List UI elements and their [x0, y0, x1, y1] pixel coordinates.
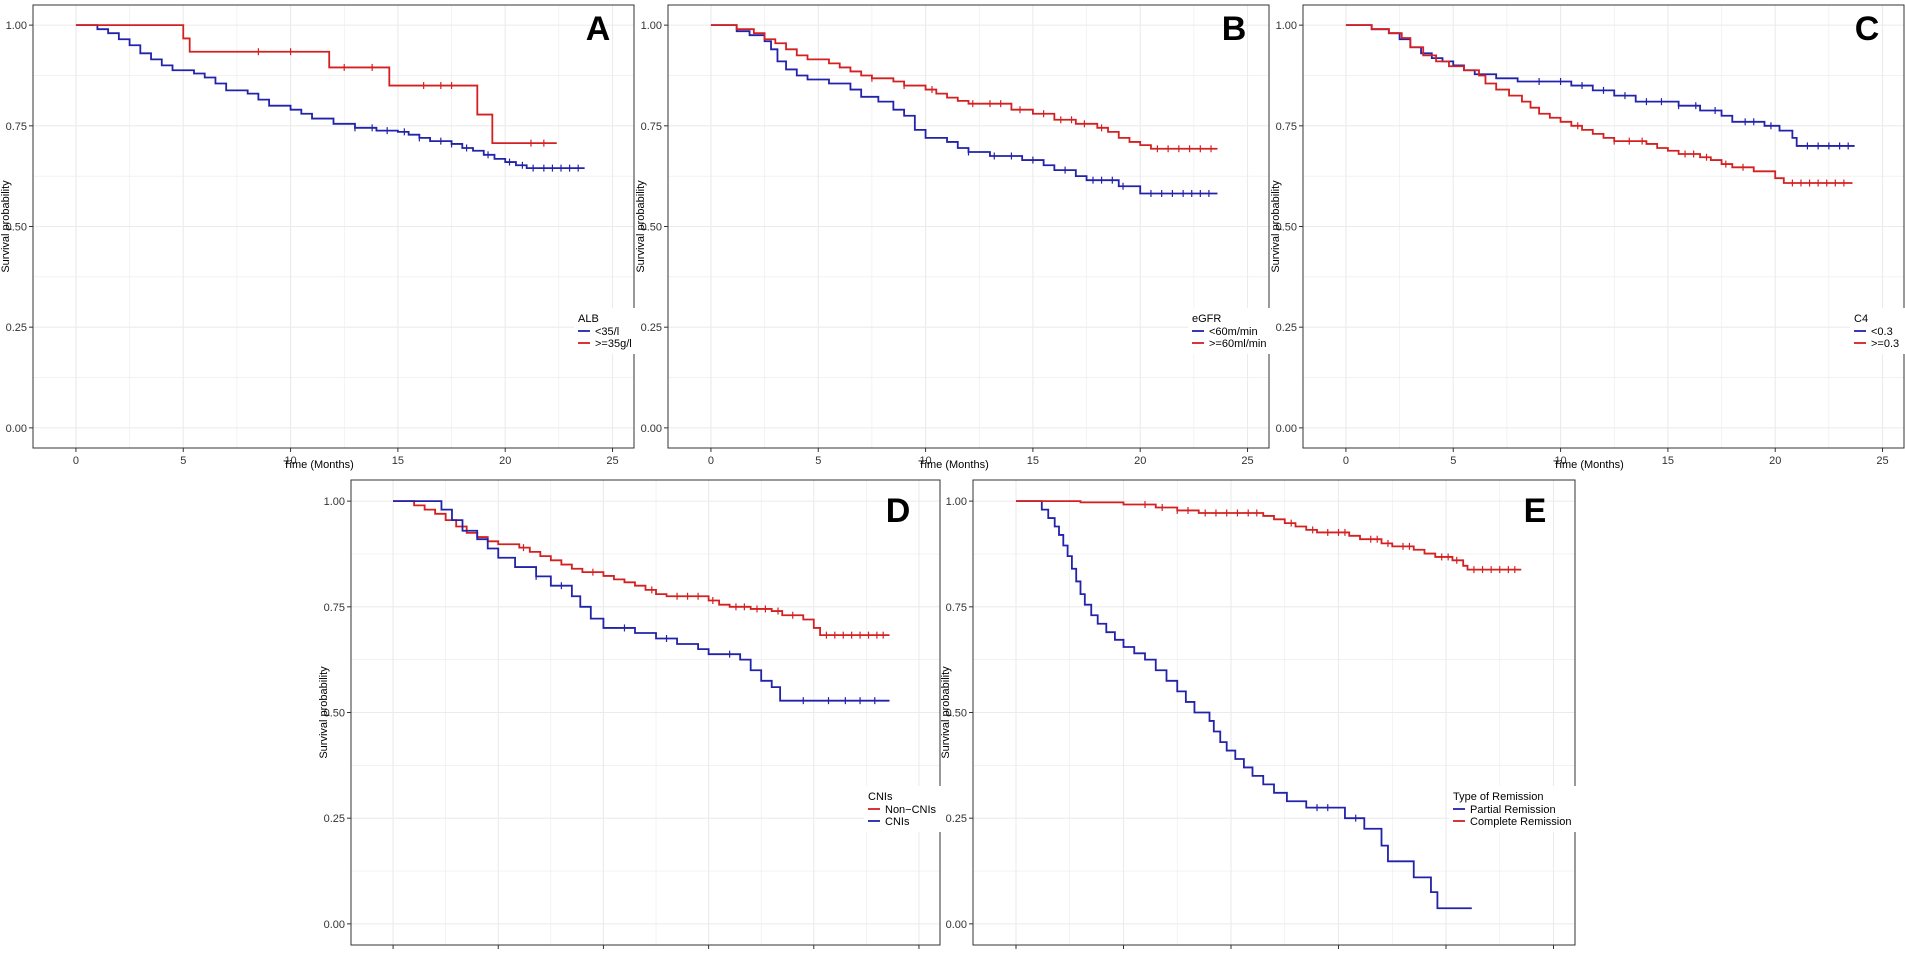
y-tick-label: 0.50 — [641, 222, 662, 234]
series--35g-l — [75, 24, 557, 147]
legend-title: eGFR — [1192, 313, 1221, 325]
y-tick-label: 1.00 — [324, 496, 345, 508]
panel-letter: E — [1524, 492, 1547, 530]
legend-title: C4 — [1854, 313, 1868, 325]
x-tick-label: 10 — [284, 455, 296, 467]
panel-letter: B — [1222, 10, 1247, 48]
x-tick-label: 15 — [392, 455, 404, 467]
y-axis-title: Survival probability — [635, 180, 647, 273]
y-tick-label: 0.00 — [324, 919, 345, 931]
y-tick-label: 0.25 — [946, 813, 967, 825]
legend-title: CNIs — [868, 791, 893, 803]
legend-label: >=60ml/min — [1209, 338, 1266, 350]
panel-c: 0 5 10 15 20 25 0.00 0.25 0.50 0.75 1.00 Time (Mont… — [1270, 4, 1905, 471]
y-tick-label: 0.50 — [946, 708, 967, 720]
km-curve — [710, 24, 1218, 150]
legend-label: <60m/min — [1209, 326, 1258, 338]
x-tick-label: 0 — [1343, 455, 1349, 467]
series--60ml-min — [710, 24, 1218, 153]
y-axis-title: Survival probability — [0, 180, 12, 273]
x-tick-label: 20 — [1769, 455, 1781, 467]
legend-label: <35/l — [595, 326, 619, 338]
km-curve — [1016, 500, 1472, 910]
y-tick-label: 0.25 — [6, 322, 27, 334]
y-tick-label: 0.25 — [641, 322, 662, 334]
y-tick-label: 1.00 — [6, 20, 27, 32]
km-curve — [710, 24, 1218, 195]
y-tick-label: 0.75 — [6, 121, 27, 133]
series-complete-remission — [1016, 500, 1522, 574]
y-tick-label: 0.75 — [641, 121, 662, 133]
km-curve — [393, 500, 890, 702]
x-axis-title: Time (Months) — [918, 459, 989, 471]
legend-background — [1449, 786, 1591, 832]
legend-label: Complete Remission — [1470, 816, 1571, 828]
x-tick-label: 20 — [499, 455, 511, 467]
y-tick-label: 1.00 — [946, 496, 967, 508]
legend-label: <0.3 — [1871, 326, 1893, 338]
km-curve — [75, 24, 585, 170]
x-tick-label: 0 — [708, 455, 714, 467]
y-tick-label: 0.50 — [1276, 222, 1297, 234]
panel-a: 0 5 10 15 20 25 0.00 0.25 0.50 0.75 1.00 Time (Mont… — [0, 4, 645, 471]
x-tick-label: 0 — [73, 455, 79, 467]
y-axis-title: Survival probability — [318, 666, 330, 759]
x-tick-label: 10 — [919, 455, 931, 467]
x-tick-label: 20 — [1134, 455, 1146, 467]
legend-label: Non−CNIs — [885, 804, 937, 816]
km-curve — [1345, 24, 1853, 184]
x-tick-label: 10 — [1554, 455, 1566, 467]
series-partial-remission — [1016, 500, 1472, 910]
x-tick-label: 5 — [1450, 455, 1456, 467]
legend-label: Partial Remission — [1470, 804, 1556, 816]
y-tick-label: 0.00 — [1276, 423, 1297, 435]
y-tick-label: 0.00 — [946, 919, 967, 931]
x-tick-label: 25 — [1876, 455, 1888, 467]
legend-title: Type of Remission — [1453, 791, 1543, 803]
series-non-cnis — [393, 500, 890, 639]
y-tick-label: 0.25 — [324, 813, 345, 825]
y-tick-label: 1.00 — [1276, 20, 1297, 32]
legend-label: >=35g/l — [595, 338, 632, 350]
panel-b: 0 5 10 15 20 25 0.00 0.25 0.50 0.75 1.00 Time (Mont… — [635, 4, 1278, 471]
panel-letter: C — [1855, 10, 1880, 48]
x-tick-label: 15 — [1027, 455, 1039, 467]
x-axis-title: Time (Months) — [283, 459, 354, 471]
legend-title: ALB — [578, 313, 599, 325]
x-tick-label: 25 — [1241, 455, 1253, 467]
series--60m-min — [710, 24, 1218, 197]
panel-letter: A — [586, 10, 611, 48]
x-tick-label: 25 — [606, 455, 618, 467]
y-axis-title: Survival probability — [1270, 180, 1282, 273]
y-tick-label: 0.25 — [1276, 322, 1297, 334]
y-axis-title: Survival probability — [940, 666, 952, 759]
x-tick-label: 5 — [815, 455, 821, 467]
y-tick-label: 0.75 — [324, 602, 345, 614]
legend-label: >=0.3 — [1871, 338, 1899, 350]
y-tick-label: 0.00 — [641, 423, 662, 435]
series-cnis — [393, 500, 890, 705]
y-tick-label: 0.00 — [6, 423, 27, 435]
x-axis-title: Time (Months) — [1553, 459, 1624, 471]
panel-letter: D — [886, 492, 911, 530]
series--0-3 — [1345, 24, 1853, 187]
y-tick-label: 0.50 — [6, 222, 27, 234]
y-tick-label: 0.50 — [324, 708, 345, 720]
legend-label: CNIs — [885, 816, 910, 828]
y-tick-label: 0.75 — [1276, 121, 1297, 133]
x-tick-label: 5 — [180, 455, 186, 467]
y-tick-label: 0.75 — [946, 602, 967, 614]
km-curve — [75, 24, 557, 145]
series--35-l — [75, 24, 585, 172]
y-tick-label: 1.00 — [641, 20, 662, 32]
x-tick-label: 15 — [1662, 455, 1674, 467]
